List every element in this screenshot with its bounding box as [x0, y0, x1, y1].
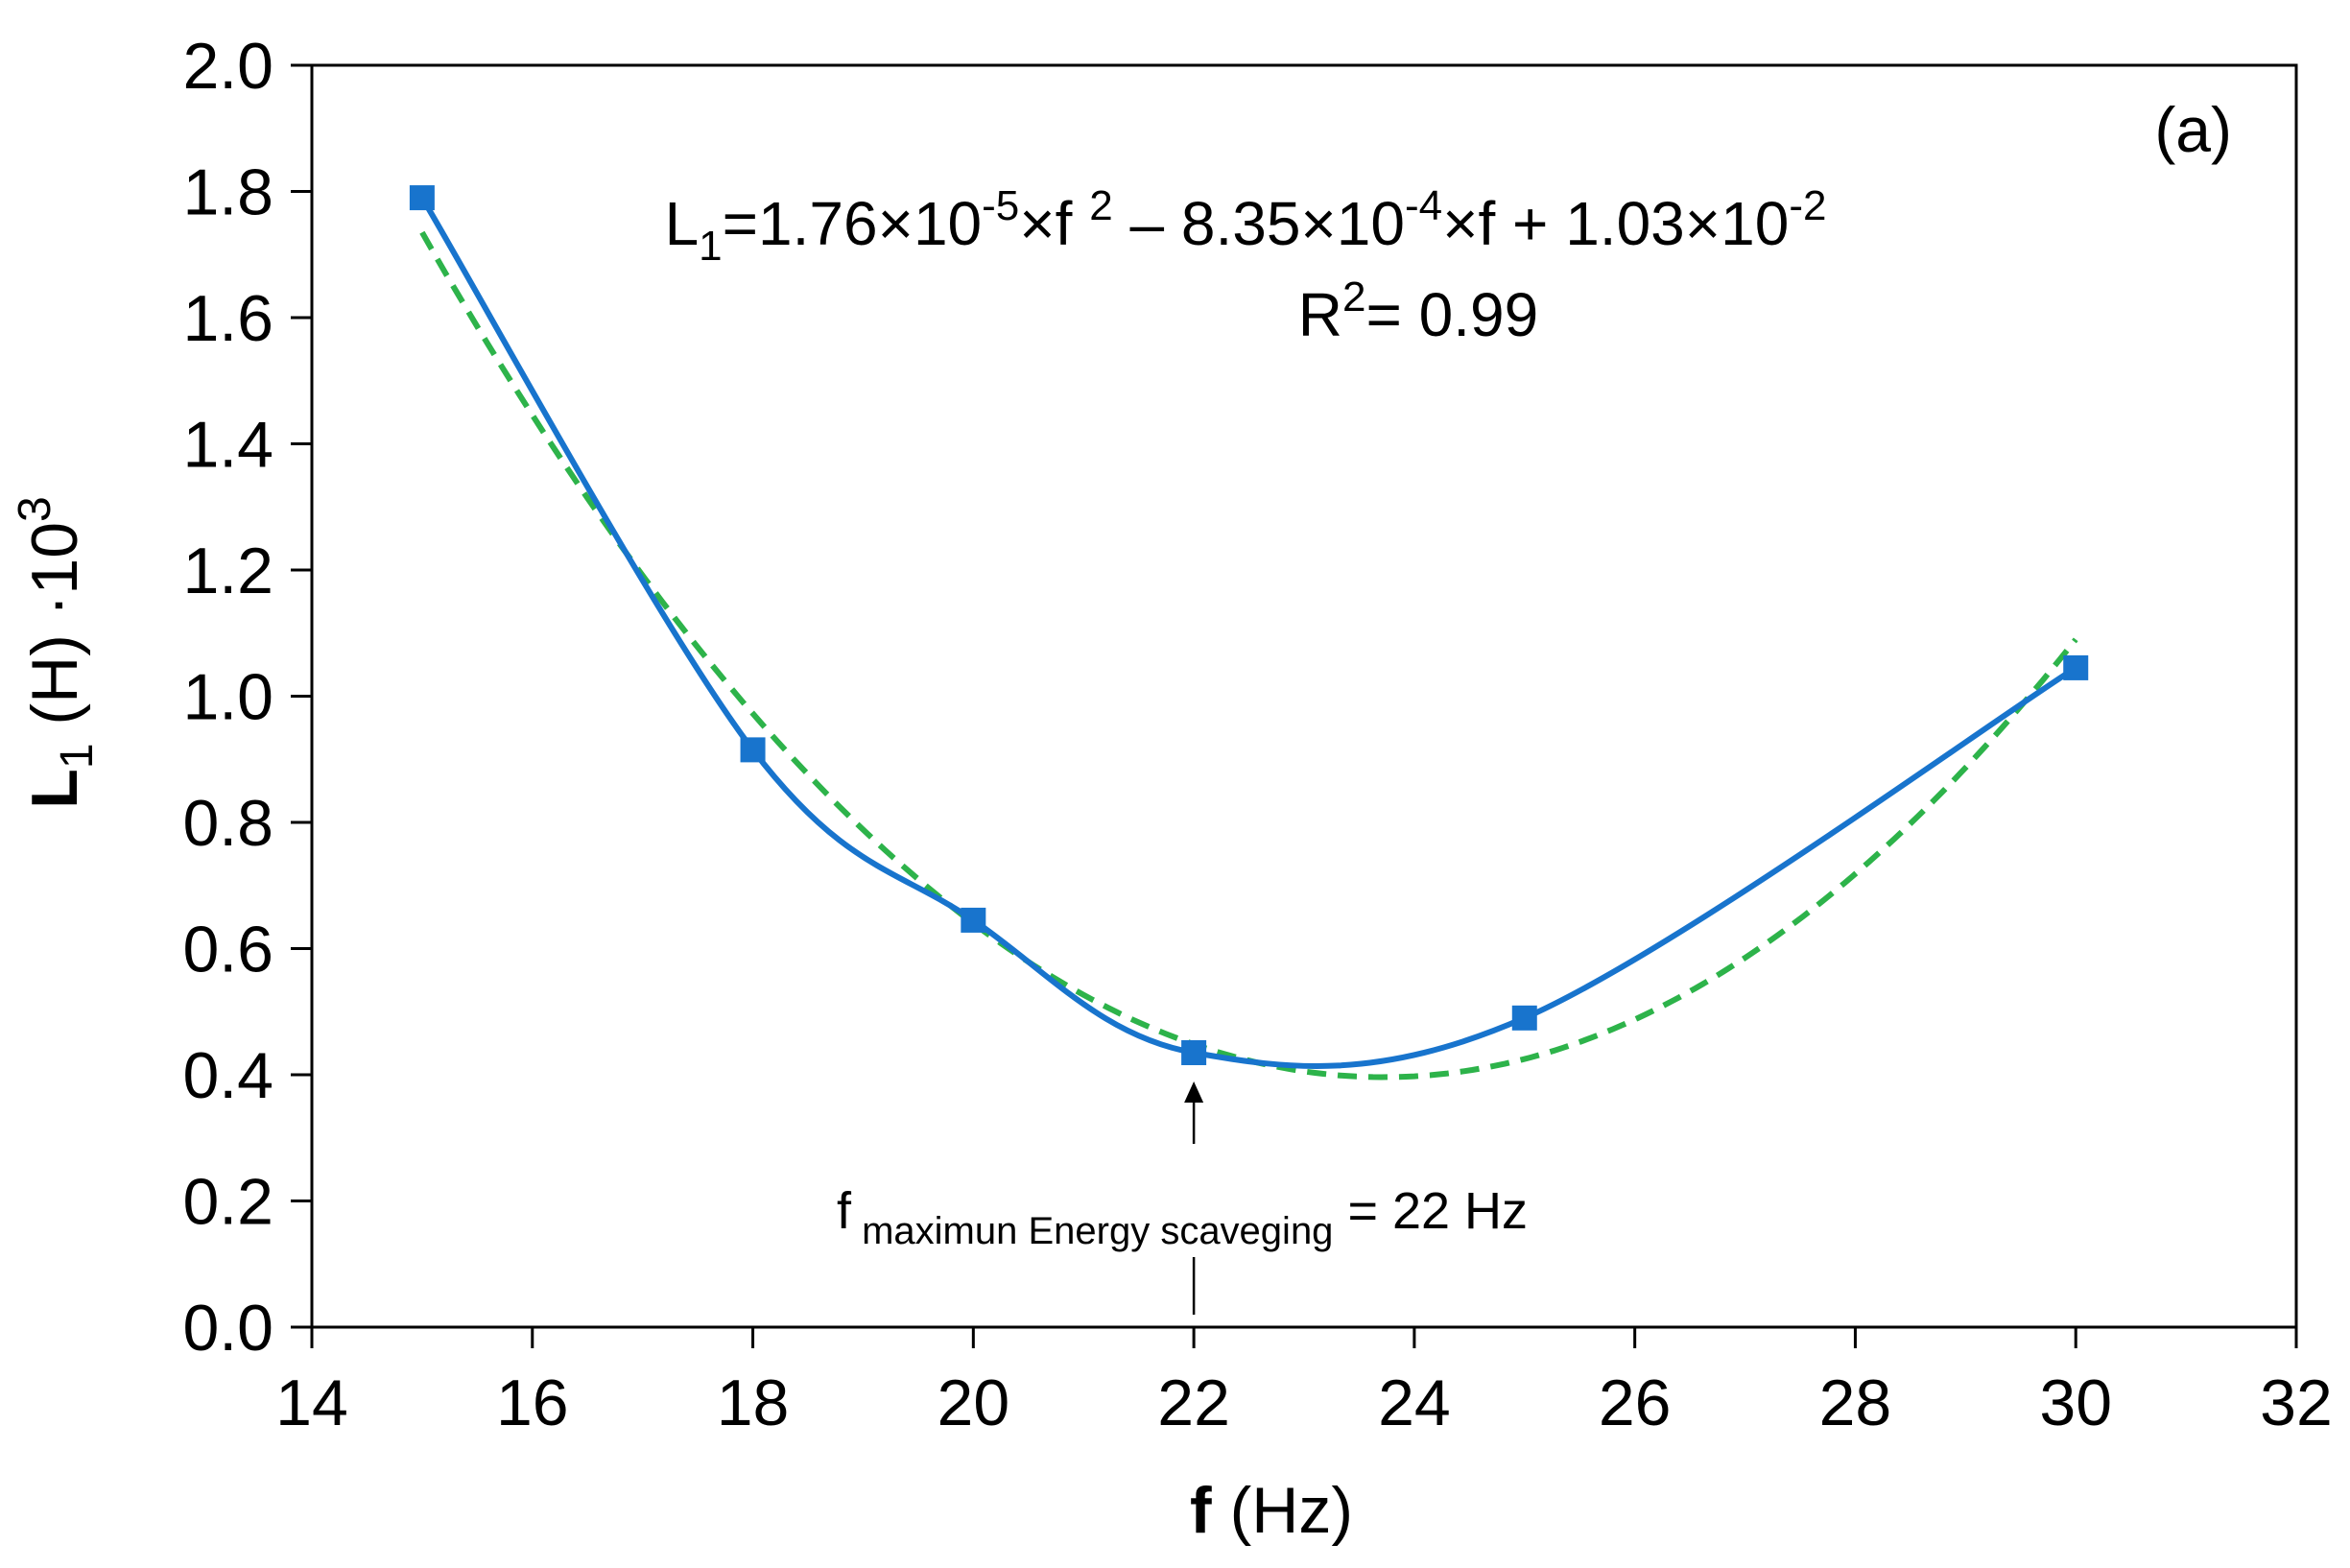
annotation-text: f maximun Energy scaveging = 22 Hz — [837, 1182, 1528, 1252]
x-tick-label: 24 — [1378, 1366, 1451, 1439]
x-tick-label: 32 — [2260, 1366, 2333, 1439]
annotation-subscript: maximun Energy scaveging — [851, 1210, 1333, 1252]
r-squared: R2= 0.99 — [1298, 273, 1538, 349]
annotation-arrowhead — [1184, 1081, 1204, 1103]
y-tick-label: 0.8 — [182, 787, 273, 860]
y-tick-label: 1.2 — [182, 535, 273, 607]
equation-part-5: ×f + 1.03×10 — [1442, 189, 1789, 258]
equation-sup-4: -4 — [1405, 182, 1442, 229]
y-tick-label: 1.6 — [182, 282, 273, 355]
x-axis-title-var: f — [1190, 1474, 1212, 1547]
panel-label: (a) — [2154, 94, 2232, 165]
equation-part-2: =1.76×10 — [723, 189, 983, 258]
fit-curve — [419, 230, 2078, 1081]
annotation-main: f — [837, 1182, 852, 1240]
y-tick-label: 1.8 — [182, 156, 273, 229]
annotation-layer: f maximun Energy scaveging = 22 Hz — [837, 1081, 1528, 1315]
y-axis-title: L1 (H) ·103 — [10, 496, 103, 808]
equation-sub-1: 1 — [699, 223, 722, 270]
x-tick-label: 30 — [2039, 1366, 2112, 1439]
equation-part-3: ×f — [1019, 189, 1089, 258]
y-tick-label: 1.0 — [182, 661, 273, 734]
x-axis-title: f (Hz) — [1190, 1474, 1353, 1547]
x-tick-label: 20 — [938, 1366, 1010, 1439]
r2-label: R — [1298, 280, 1342, 349]
y-axis-title-var: L — [18, 769, 91, 809]
data-point-marker — [1511, 1005, 1537, 1031]
x-tick-label: 26 — [1599, 1366, 1672, 1439]
y-axis-ticks: 0.0 0.2 0.4 0.6 0.8 1.0 1.2 1.4 1.6 1.8 2.0 — [182, 30, 312, 1365]
x-tick-label: 28 — [1819, 1366, 1892, 1439]
data-point-marker — [2063, 654, 2089, 680]
y-tick-label: 0.0 — [182, 1292, 273, 1365]
y-tick-label: 1.4 — [182, 409, 273, 482]
x-axis-ticks: 14 16 18 20 22 24 26 28 30 32 — [275, 1327, 2333, 1439]
annotation-value: = 22 Hz — [1333, 1182, 1528, 1240]
series-layer — [419, 196, 2078, 1081]
data-point-marker — [409, 185, 435, 211]
y-axis-title-unit: (H) ·10 — [18, 522, 91, 725]
data-point-marker — [740, 737, 766, 763]
x-tick-label: 18 — [717, 1366, 790, 1439]
r2-sup: 2 — [1342, 273, 1365, 321]
y-tick-label: 0.6 — [182, 914, 273, 986]
equation-part-1: L — [665, 189, 700, 258]
y-axis-title-sub: 1 — [52, 743, 103, 769]
x-tick-label: 14 — [275, 1366, 348, 1439]
y-axis-title-sup: 3 — [10, 496, 60, 522]
y-tick-label: 2.0 — [182, 30, 273, 103]
data-point-marker — [961, 907, 986, 933]
r2-value: = 0.99 — [1365, 280, 1538, 349]
equation-sup-2: -5 — [982, 182, 1019, 229]
x-tick-label: 22 — [1157, 1366, 1230, 1439]
y-tick-label: 0.4 — [182, 1039, 273, 1112]
data-point-marker — [1181, 1039, 1207, 1065]
fit-equation: L1=1.76×10-5×f 2 – 8.35×10-4×f + 1.03×10… — [665, 182, 1827, 270]
x-axis-title-unit: (Hz) — [1230, 1474, 1353, 1547]
marker-layer — [409, 185, 2089, 1065]
equation-sup-3: 2 — [1089, 182, 1112, 229]
y-tick-label: 0.2 — [182, 1166, 273, 1239]
measured-curve — [419, 196, 2077, 1069]
equation-part-4: – 8.35×10 — [1113, 189, 1405, 258]
x-tick-label: 16 — [496, 1366, 569, 1439]
equation-sup-5: -2 — [1789, 182, 1826, 229]
